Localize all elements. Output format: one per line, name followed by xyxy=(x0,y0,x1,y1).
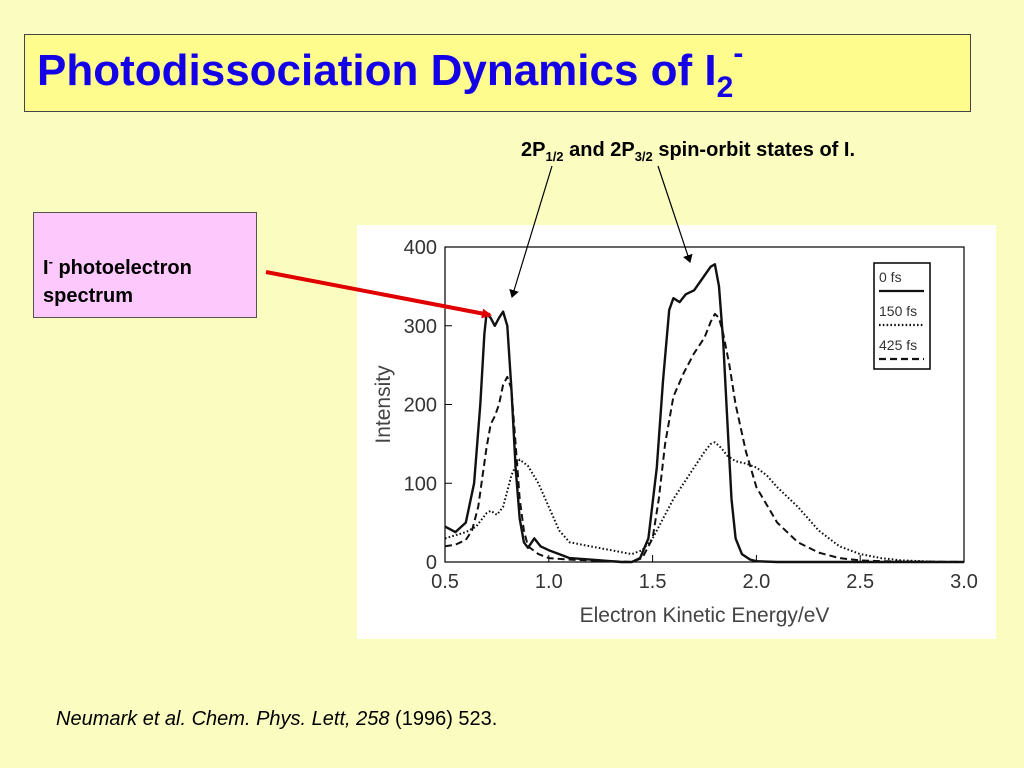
spectrum-label-rest: photoelectron xyxy=(52,257,192,279)
slide-title-superscript: - xyxy=(733,37,744,70)
spectrum-label-line1: I- photoelectron xyxy=(43,254,192,283)
x-tick-label: 1.0 xyxy=(535,571,563,593)
slide-title: Photodissociation Dynamics of I2- xyxy=(37,37,743,104)
title-box: Photodissociation Dynamics of I2- xyxy=(24,34,971,112)
photoelectron-spectrum-label: I- photoelectron spectrum xyxy=(43,254,192,309)
legend-label: 150 fs xyxy=(879,303,917,319)
states-label-sub2: 3/2 xyxy=(634,149,653,164)
citation: Neumark et al. Chem. Phys. Lett, 258 (19… xyxy=(56,708,497,731)
chart-panel: 0.5 1.0 1.5 2.0 2.5 3.0 0 100 200 300 400 Electron … xyxy=(357,225,996,639)
citation-italic: Neumark et al. Chem. Phys. Lett, 258 xyxy=(56,708,390,730)
x-tick-label: 0.5 xyxy=(431,571,459,593)
states-label-part2: and 2P xyxy=(563,139,635,161)
series-line-3 xyxy=(444,312,965,563)
photoelectron-spectrum-box: I- photoelectron spectrum xyxy=(33,212,257,318)
legend-box xyxy=(873,262,931,370)
legend-label: 425 fs xyxy=(879,337,917,353)
states-label-part1: 2P xyxy=(521,139,546,161)
spectrum-label-ion: I xyxy=(43,257,49,279)
x-tick-label: 3.0 xyxy=(950,571,978,593)
series-line-2 xyxy=(444,441,964,563)
x-tick-label: 2.5 xyxy=(846,571,874,593)
legend-label: 0 fs xyxy=(879,269,902,285)
spectrum-label-charge: - xyxy=(48,254,53,269)
y-tick-label: 300 xyxy=(404,316,437,338)
y-tick-label: 400 xyxy=(404,237,437,259)
spectrum-label-line2: spectrum xyxy=(43,285,134,307)
spectrum-chart: 0.5 1.0 1.5 2.0 2.5 3.0 0 100 200 300 400 Electron … xyxy=(372,237,978,627)
y-tick-label: 100 xyxy=(404,473,437,495)
y-tick-label: 200 xyxy=(404,395,437,417)
x-tick-label: 2.0 xyxy=(742,571,770,593)
slide-title-main: Photodissociation Dynamics of I xyxy=(37,46,717,95)
spin-orbit-states-label: 2P1/2 and 2P3/2 spin-orbit states of I. xyxy=(521,139,856,164)
x-axis-label: Electron Kinetic Energy/eV xyxy=(580,604,830,627)
states-label-sub1: 1/2 xyxy=(545,149,564,164)
citation-normal: (1996) 523. xyxy=(389,708,498,730)
x-tick-label: 1.5 xyxy=(639,571,667,593)
p12-pointer-arrow xyxy=(509,165,553,298)
p32-pointer-arrow xyxy=(657,165,693,263)
spectrum-pointer-arrow xyxy=(265,270,492,319)
series-line-1 xyxy=(444,263,964,564)
y-tick-label: 0 xyxy=(426,552,437,574)
states-label-part3: spin-orbit states of I. xyxy=(652,139,856,161)
slide-title-subscript: 2 xyxy=(716,71,734,104)
y-axis-label: Intensity xyxy=(372,365,395,444)
